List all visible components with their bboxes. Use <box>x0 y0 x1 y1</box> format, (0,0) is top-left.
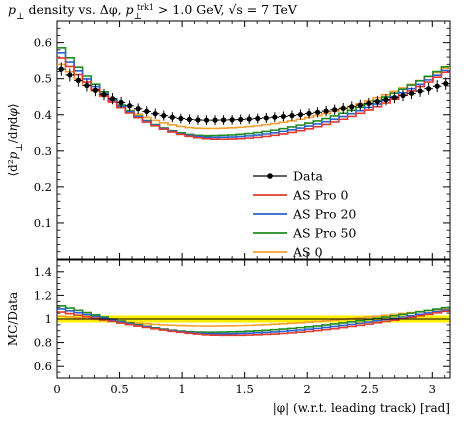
ratio-y-tick-label: 1 <box>45 312 52 326</box>
data-point <box>92 87 99 93</box>
data-point <box>443 81 449 87</box>
ratio-y-axis: 0.6 0.8 1 1.2 1.4 <box>34 265 450 373</box>
x-tick-label: 3 <box>429 382 436 396</box>
x-axis-label: |φ| (w.r.t. leading track) [rad] <box>273 401 450 415</box>
y-tick-label: 0.3 <box>34 144 52 158</box>
series-as-pro-20-line <box>57 52 450 139</box>
data-point <box>186 116 193 123</box>
legend: Data AS Pro 0 AS Pro 20 AS Pro 50 AS 0 <box>253 169 356 260</box>
data-point <box>169 114 175 120</box>
legend-label-as-0: AS 0 <box>292 245 323 260</box>
data-point <box>366 100 372 106</box>
x-tick-label: 0 <box>53 382 60 396</box>
data-point <box>144 108 150 115</box>
data-point <box>135 106 141 112</box>
data-point <box>220 117 227 123</box>
main-plot-panel: 0.1 0.2 0.3 0.4 0.5 0.6 <box>34 20 451 260</box>
data-point <box>178 115 184 122</box>
x-axis: 0 0.5 1 1.5 2 2.5 3 <box>53 21 446 396</box>
data-point <box>203 117 210 123</box>
data-point <box>391 95 398 101</box>
data-point <box>118 99 124 105</box>
data-point <box>314 109 321 115</box>
main-plot-frame <box>56 20 451 260</box>
data-point <box>127 103 133 109</box>
data-point <box>289 112 295 119</box>
main-y-axis: 0.1 0.2 0.3 0.4 0.5 0.6 <box>34 27 450 253</box>
y-tick-label: 0.4 <box>34 108 52 122</box>
main-series-group <box>57 47 450 141</box>
data-point <box>323 108 329 114</box>
data-point <box>383 97 389 103</box>
series-as-pro-0-line <box>57 57 450 141</box>
data-point <box>238 116 244 123</box>
data-point <box>212 117 218 123</box>
ratio-as-pro-0-line <box>57 310 450 337</box>
data-point <box>426 86 432 92</box>
data-point <box>297 111 304 118</box>
data-point <box>280 113 287 120</box>
ratio-plot-frame <box>56 259 451 379</box>
data-point <box>417 88 423 94</box>
x-tick-label: 2.5 <box>361 382 379 396</box>
x-tick-label: 0.5 <box>110 382 128 396</box>
data-point <box>195 117 201 123</box>
y-axis-label-main: ⟨d²p⊥/dηdφ⟩ <box>6 103 25 176</box>
legend-marker-data <box>267 173 273 179</box>
data-point <box>58 66 64 72</box>
data-points-group <box>57 62 450 126</box>
legend-label-as-pro-0: AS Pro 0 <box>292 188 348 203</box>
ratio-y-tick-label: 1.2 <box>34 288 52 302</box>
data-point <box>272 114 278 120</box>
chart-title: p⊥ density vs. Δφ, p⊥trk1 > 1.0 GeV, √s … <box>8 2 298 22</box>
data-point <box>84 82 90 89</box>
data-point <box>67 72 73 78</box>
data-point <box>255 115 261 122</box>
data-point <box>161 113 167 119</box>
x-tick-label: 1.5 <box>235 382 253 396</box>
y-tick-label: 0.5 <box>34 72 52 86</box>
legend-label-data: Data <box>293 169 323 184</box>
data-point <box>434 83 440 89</box>
data-point <box>101 92 107 98</box>
x-tick-label: 2 <box>304 382 311 396</box>
y-tick-label: 0.1 <box>34 216 52 230</box>
data-point <box>75 77 81 83</box>
data-point <box>229 117 235 123</box>
data-point <box>306 110 312 117</box>
ratio-plot-panel: 0.6 0.8 1 1.2 1.4 <box>34 259 451 379</box>
data-point <box>357 102 363 108</box>
x-tick-label: 1 <box>178 382 185 396</box>
data-point <box>374 98 380 105</box>
y-axis-label-ratio: MC/Data <box>6 292 20 346</box>
data-point <box>263 115 269 121</box>
y-tick-label: 0.6 <box>34 36 52 50</box>
data-point <box>246 116 252 122</box>
legend-label-as-pro-50: AS Pro 50 <box>292 226 356 241</box>
data-point <box>408 90 415 96</box>
legend-label-as-pro-20: AS Pro 20 <box>292 207 356 222</box>
data-point <box>340 105 346 111</box>
data-point <box>332 107 338 113</box>
ratio-y-tick-label: 0.6 <box>34 359 52 373</box>
data-point <box>349 104 355 110</box>
ratio-y-tick-label: 0.8 <box>34 336 52 350</box>
ratio-series-group <box>57 304 450 337</box>
y-tick-label: 0.2 <box>34 180 52 194</box>
ratio-y-tick-label: 1.4 <box>34 265 52 279</box>
data-point <box>109 96 116 102</box>
data-point <box>400 92 406 99</box>
data-point <box>152 111 158 117</box>
